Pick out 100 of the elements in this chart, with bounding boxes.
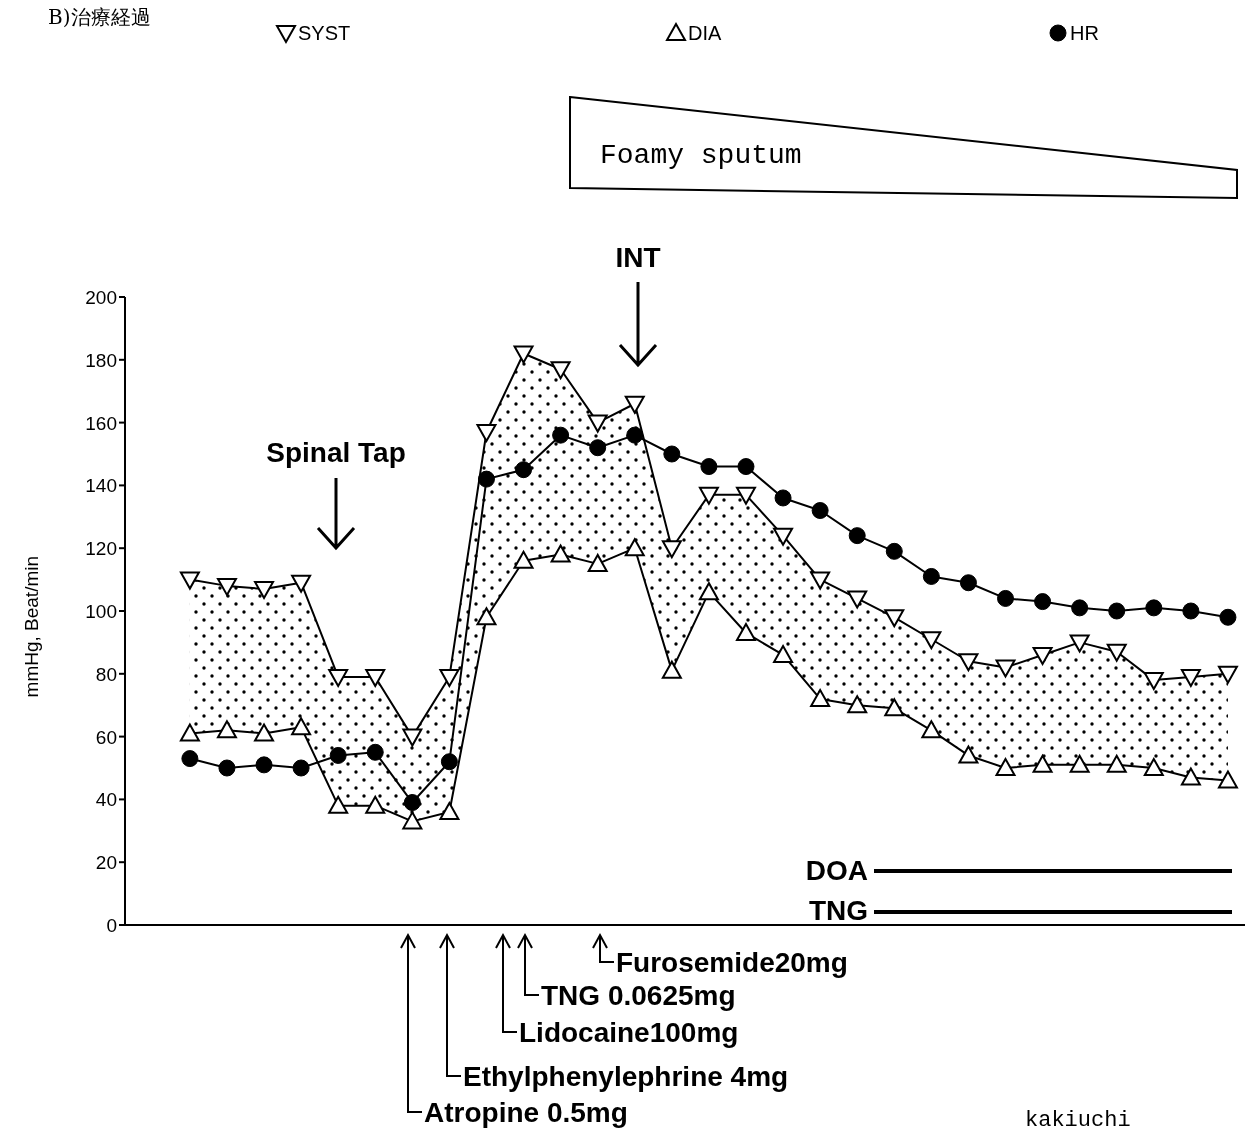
- point: [513, 345, 534, 364]
- point: [959, 574, 977, 592]
- point: [847, 695, 868, 714]
- point: [477, 470, 495, 488]
- point: [997, 589, 1014, 607]
- point: [1143, 758, 1164, 776]
- point: [292, 759, 310, 777]
- point: [810, 571, 831, 590]
- text: Ethylphenylephrine 4mg: [463, 1061, 789, 1092]
- point: [811, 502, 829, 520]
- point: [1180, 668, 1201, 687]
- point: [515, 461, 533, 479]
- point: [847, 590, 868, 609]
- point: [921, 720, 942, 739]
- text: kakiuchi: [1025, 1108, 1131, 1133]
- point: [698, 582, 719, 601]
- point: [700, 458, 718, 476]
- point: [254, 581, 275, 600]
- point: [921, 631, 942, 650]
- point: [218, 759, 236, 777]
- y-axis-title: mmHg, Beat/min: [21, 555, 42, 698]
- point: [402, 728, 423, 747]
- legend-label: HR: [1070, 22, 1099, 44]
- point: [1180, 767, 1201, 786]
- point: [958, 653, 979, 672]
- point: [1032, 754, 1053, 773]
- point: [1108, 602, 1126, 620]
- y-tick-label: 180: [85, 349, 117, 371]
- point: [552, 426, 570, 444]
- point: [587, 553, 608, 572]
- point: [626, 426, 644, 444]
- point: [848, 527, 866, 545]
- point: [179, 571, 200, 590]
- annotation: DOA: [805, 855, 868, 886]
- text: Furosemide20mg: [616, 947, 848, 978]
- point: [1069, 754, 1090, 773]
- y-tick-label: 0: [106, 915, 117, 936]
- point: [1217, 770, 1238, 789]
- text: Atropine 0.5mg: [424, 1097, 628, 1128]
- point: [476, 607, 497, 626]
- point: [550, 361, 571, 380]
- point: [476, 424, 497, 443]
- point: [255, 756, 273, 774]
- point: [735, 486, 756, 505]
- point: [1032, 646, 1053, 665]
- point: [254, 723, 275, 742]
- point: [328, 668, 349, 687]
- point: [661, 540, 682, 559]
- point: [624, 395, 645, 414]
- point: [403, 794, 421, 812]
- y-tick-label: 200: [85, 287, 117, 308]
- point: [661, 660, 682, 679]
- annotation: Spinal Tap: [266, 437, 406, 468]
- point: [440, 753, 458, 771]
- point: [1182, 602, 1200, 620]
- point: [587, 414, 608, 433]
- text: Foamy sputum: [600, 140, 802, 171]
- y-tick-label: 60: [95, 726, 117, 748]
- point: [291, 574, 312, 593]
- point: [958, 745, 979, 764]
- point: [439, 668, 460, 687]
- point: [735, 622, 756, 641]
- point: [181, 750, 199, 768]
- point: [810, 688, 831, 707]
- point: [216, 577, 237, 596]
- point: [1071, 599, 1089, 617]
- point: [773, 644, 794, 663]
- annotation: TNG: [808, 895, 868, 926]
- point: [365, 668, 386, 687]
- point: [328, 795, 349, 814]
- point: [773, 527, 794, 546]
- point: [922, 567, 940, 585]
- text: INT: [615, 242, 661, 273]
- y-tick-label: 80: [95, 663, 117, 685]
- point: [366, 743, 384, 761]
- point: [1069, 634, 1090, 653]
- y-tick-label: 40: [95, 789, 117, 811]
- y-tick-label: 100: [85, 601, 117, 622]
- point: [329, 746, 347, 764]
- point: [365, 795, 386, 814]
- y-tick-label: 20: [95, 852, 117, 874]
- point: [402, 811, 423, 830]
- point: [439, 801, 460, 820]
- point: [885, 542, 903, 560]
- chart-title: B)治療経過: [48, 5, 151, 29]
- point: [737, 458, 755, 476]
- point: [774, 489, 792, 507]
- point: [179, 723, 200, 742]
- y-tick-label: 140: [85, 475, 117, 497]
- point: [513, 550, 534, 569]
- point: [663, 445, 681, 463]
- point: [1217, 665, 1238, 684]
- point: [1106, 643, 1127, 662]
- point: [1106, 754, 1127, 773]
- text: Lidocaine100mg: [519, 1017, 739, 1048]
- point: [884, 609, 905, 628]
- y-tick-label: 160: [85, 412, 117, 434]
- legend-label: SYST: [298, 22, 351, 44]
- point: [624, 538, 645, 557]
- point: [550, 544, 571, 563]
